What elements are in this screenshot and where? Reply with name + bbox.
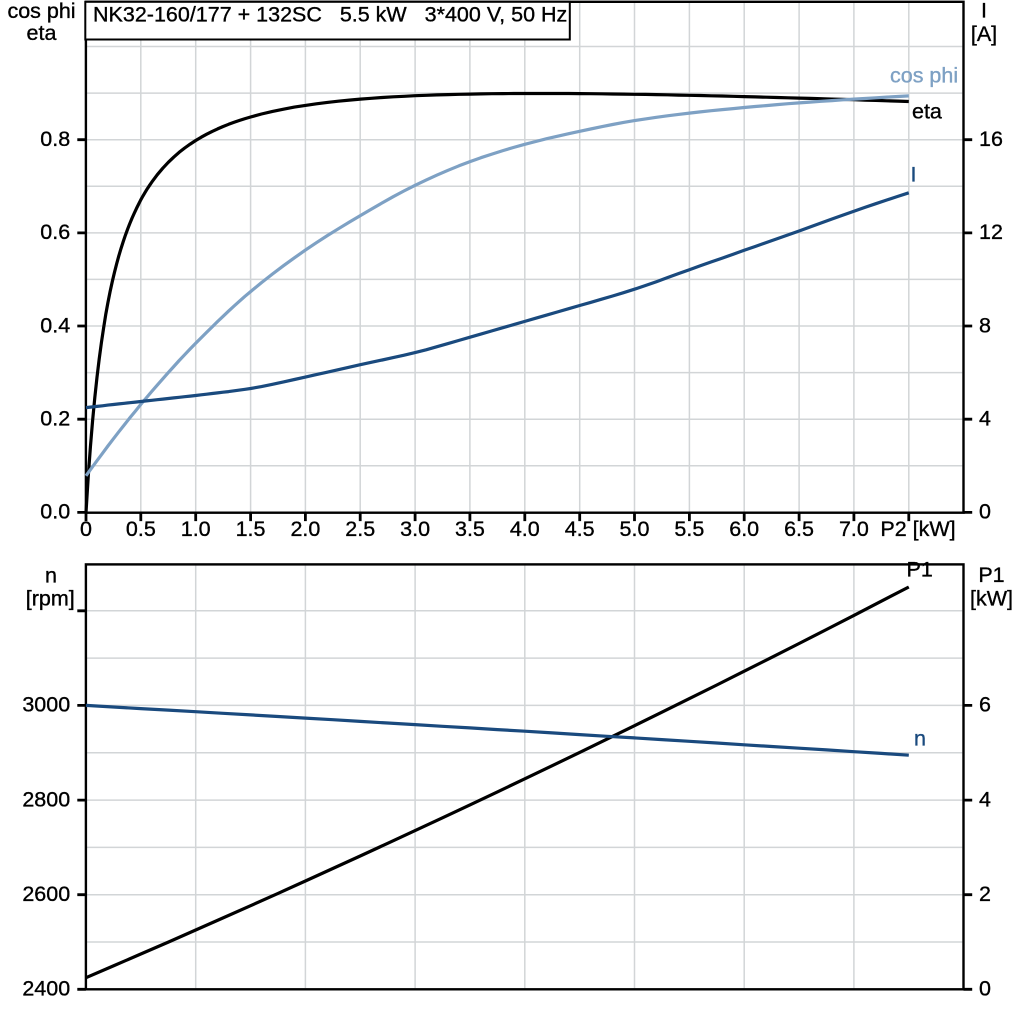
svg-text:4: 4	[979, 407, 991, 431]
svg-text:cos phi: cos phi	[7, 0, 75, 23]
svg-text:0.0: 0.0	[40, 500, 70, 524]
svg-text:0.4: 0.4	[40, 313, 70, 337]
svg-text:4.5: 4.5	[565, 517, 595, 541]
svg-text:[kW]: [kW]	[970, 586, 1013, 610]
svg-text:P1: P1	[907, 558, 933, 582]
svg-text:3000: 3000	[22, 693, 70, 717]
svg-text:0.6: 0.6	[40, 220, 70, 244]
svg-text:5.5: 5.5	[674, 517, 704, 541]
svg-text:0: 0	[979, 500, 991, 524]
svg-text:16: 16	[979, 127, 1003, 151]
svg-text:2800: 2800	[22, 787, 70, 811]
svg-text:P1: P1	[978, 563, 1004, 587]
svg-text:cos phi: cos phi	[890, 63, 958, 87]
svg-text:5.0: 5.0	[620, 517, 650, 541]
svg-text:0: 0	[979, 977, 991, 1001]
svg-text:4.0: 4.0	[510, 517, 540, 541]
svg-text:6: 6	[979, 693, 991, 717]
svg-text:2400: 2400	[22, 977, 70, 1001]
svg-text:0.8: 0.8	[40, 127, 70, 151]
svg-text:8: 8	[979, 313, 991, 337]
svg-text:I: I	[911, 163, 917, 187]
svg-text:3.0: 3.0	[400, 517, 430, 541]
svg-text:7.0: 7.0	[839, 517, 869, 541]
svg-text:0: 0	[80, 517, 92, 541]
svg-text:I: I	[981, 0, 987, 23]
svg-text:n: n	[45, 564, 57, 588]
svg-text:eta: eta	[912, 100, 942, 124]
svg-text:0.2: 0.2	[40, 407, 70, 431]
svg-text:6.0: 6.0	[729, 517, 759, 541]
svg-text:1.5: 1.5	[236, 517, 266, 541]
svg-text:2: 2	[979, 882, 991, 906]
svg-text:12: 12	[979, 220, 1003, 244]
svg-text:eta: eta	[27, 21, 57, 45]
svg-text:0.5: 0.5	[126, 517, 156, 541]
svg-text:3.5: 3.5	[455, 517, 485, 541]
svg-text:[A]: [A]	[971, 22, 997, 46]
svg-text:1.0: 1.0	[181, 517, 211, 541]
svg-text:[rpm]: [rpm]	[26, 586, 75, 610]
svg-text:n: n	[914, 727, 926, 751]
svg-text:P2 [kW]: P2 [kW]	[880, 517, 955, 541]
svg-text:2.5: 2.5	[345, 517, 375, 541]
svg-text:4: 4	[979, 787, 991, 811]
svg-text:2600: 2600	[22, 882, 70, 906]
svg-text:2.0: 2.0	[290, 517, 320, 541]
svg-text:6.5: 6.5	[784, 517, 814, 541]
svg-text:NK32-160/177 + 132SC 5.5 kW: NK32-160/177 + 132SC 5.5 kW 3*400 V, 50 …	[93, 2, 567, 26]
